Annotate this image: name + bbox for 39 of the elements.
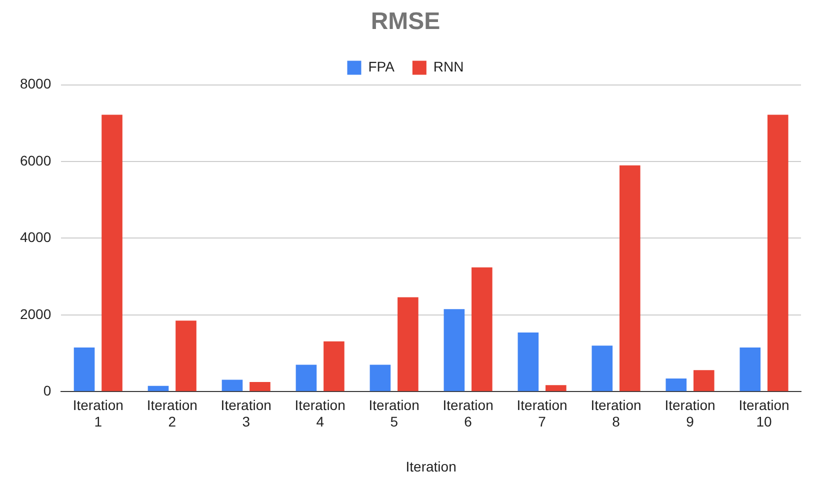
y-tick-label: 4000 — [20, 229, 52, 246]
x-tick-label: Iteration 7 — [516, 396, 568, 430]
bar — [620, 165, 640, 392]
bar — [518, 332, 539, 392]
x-axis-title: Iteration — [406, 458, 456, 474]
bar — [296, 364, 317, 392]
bar — [472, 267, 492, 392]
bar — [444, 309, 465, 392]
x-tick-label: Iteration 4 — [294, 396, 346, 430]
bar — [324, 341, 344, 392]
y-tick-label: 6000 — [20, 152, 52, 168]
bar — [148, 386, 169, 392]
x-tick-label: Iteration 5 — [368, 396, 420, 430]
chart-title: RMSE — [370, 8, 440, 36]
bar — [546, 385, 566, 392]
bar — [370, 364, 391, 392]
legend-label: FPA — [368, 58, 396, 75]
bar — [102, 114, 122, 392]
x-tick-label: Iteration 10 — [738, 396, 790, 430]
y-tick-label: 0 — [43, 382, 52, 398]
bar — [666, 378, 687, 392]
x-tick-label: Iteration 6 — [442, 396, 494, 430]
legend-label: RNN — [433, 58, 464, 75]
bar — [592, 346, 613, 392]
bar — [693, 370, 714, 392]
bar — [250, 382, 270, 392]
bar — [398, 297, 418, 392]
x-tick-label: Iteration 9 — [664, 396, 716, 430]
bar — [176, 320, 196, 392]
x-tick-label: Iteration 2 — [146, 396, 198, 430]
bar — [740, 348, 761, 392]
x-tick-label: Iteration 1 — [72, 396, 124, 430]
y-tick-label: 2000 — [20, 306, 52, 322]
y-tick-label: 8000 — [20, 76, 52, 92]
x-tick-label: Iteration 8 — [590, 396, 642, 430]
x-tick-label: Iteration 3 — [220, 396, 272, 430]
bar — [74, 348, 95, 392]
bar — [767, 114, 788, 392]
bar — [222, 380, 243, 392]
